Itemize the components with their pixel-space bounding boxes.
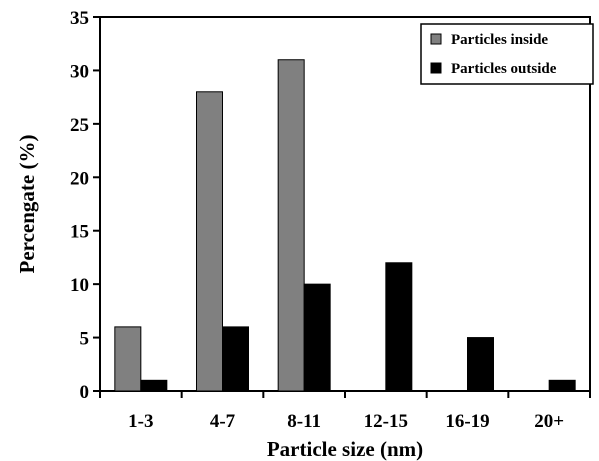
legend-label: Particles outside (451, 61, 557, 77)
y-axis-ticks: 0 5 10 15 20 25 30 35 (70, 8, 100, 403)
bar-inside-8-11 (277, 59, 305, 392)
bar-outside-8-11 (303, 283, 331, 392)
y-tick-label: 25 (70, 115, 89, 136)
y-tick-label: 20 (70, 168, 89, 189)
bar-outside-20+ (548, 379, 576, 392)
x-axis-title: Particle size (nm) (267, 437, 423, 461)
y-tick-label: 15 (70, 222, 89, 243)
bars (114, 59, 576, 392)
bar-outside-12-15 (385, 262, 413, 392)
x-tick-label: 12-15 (364, 411, 408, 432)
x-tick-label: 8-11 (287, 411, 321, 432)
y-tick-label: 5 (80, 329, 90, 350)
y-tick-label: 30 (70, 61, 89, 82)
x-tick-label: 16-19 (445, 411, 489, 432)
bar-outside-16-19 (467, 337, 494, 392)
x-tick-label: 1-3 (128, 411, 153, 432)
y-tick-label: 0 (80, 382, 90, 403)
x-axis-ticks: 1-3 4-7 8-11 12-15 16-19 20+ (99, 391, 591, 432)
y-tick-label: 35 (70, 8, 89, 29)
legend-swatch (430, 62, 442, 74)
bar-inside-1-3 (114, 326, 142, 392)
legend-label: Particles inside (451, 32, 548, 48)
x-tick-label: 20+ (534, 411, 564, 432)
bar-outside-4-7 (222, 326, 249, 392)
y-axis-title: Percengate (%) (15, 135, 39, 274)
legend-box (420, 23, 594, 85)
bar-outside-1-3 (140, 379, 168, 392)
legend: Particles inside Particles outside (420, 23, 594, 85)
x-tick-label: 4-7 (210, 411, 236, 432)
bar-inside-4-7 (196, 91, 223, 392)
legend-swatch (430, 33, 442, 45)
y-tick-label: 10 (70, 275, 89, 296)
